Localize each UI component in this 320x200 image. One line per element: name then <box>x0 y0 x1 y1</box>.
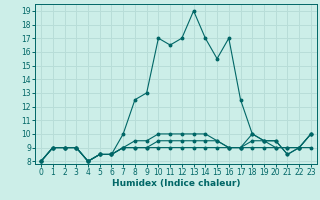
X-axis label: Humidex (Indice chaleur): Humidex (Indice chaleur) <box>112 179 240 188</box>
